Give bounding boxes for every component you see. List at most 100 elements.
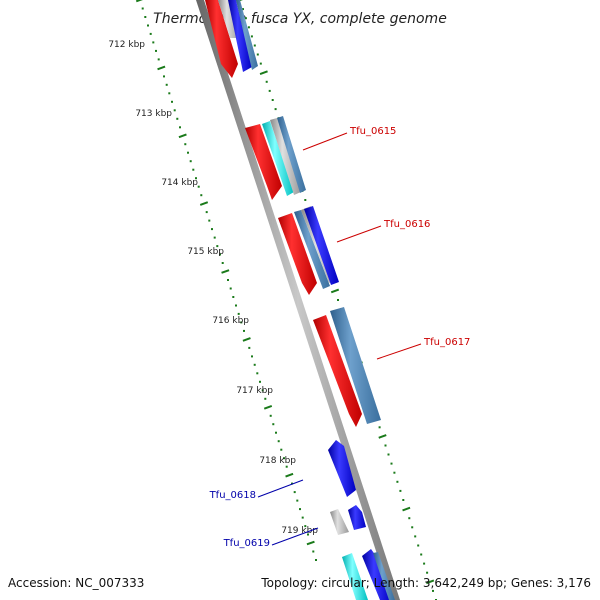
gene-label-tfu-0616[interactable]: Tfu_0616: [383, 219, 430, 230]
gene-arrow[interactable]: [328, 440, 356, 497]
major-tick: [157, 65, 166, 71]
gene-arrow[interactable]: [205, 0, 238, 78]
major-tick: [259, 70, 268, 76]
gene-arrow[interactable]: [348, 505, 366, 530]
gene-arrow[interactable]: [330, 307, 381, 424]
minor-tick: [192, 168, 195, 171]
minor-tick: [291, 482, 293, 485]
gene-arrow[interactable]: [304, 206, 339, 285]
minor-tick: [244, 17, 247, 20]
minor-tick: [296, 499, 299, 502]
gene-arrow[interactable]: [330, 509, 349, 535]
minor-tick: [173, 109, 176, 112]
minor-tick: [272, 423, 275, 426]
major-tick: [285, 472, 294, 478]
minor-tick: [299, 508, 301, 511]
tick-label: 713 kbp: [135, 109, 172, 119]
minor-tick: [420, 553, 423, 556]
minor-tick: [275, 431, 277, 434]
minor-tick: [408, 517, 411, 520]
minor-tick: [242, 8, 244, 11]
minor-tick: [304, 525, 307, 528]
gene-cluster-2: [245, 116, 306, 200]
minor-tick: [269, 414, 272, 417]
minor-tick: [414, 535, 417, 538]
minor-tick: [378, 426, 381, 429]
gene-cluster-6: [342, 549, 395, 600]
major-tick: [199, 201, 209, 206]
major-tick: [263, 404, 273, 410]
minor-tick: [256, 372, 259, 375]
tick-label: 717 kbp: [236, 386, 273, 396]
gene-arrow[interactable]: [245, 124, 282, 200]
gene-label-tfu-0617[interactable]: Tfu_0617: [423, 337, 470, 348]
minor-tick: [261, 389, 264, 392]
minor-tick: [187, 151, 189, 154]
major-tick: [221, 269, 230, 274]
gene-cluster-1: [205, 0, 258, 78]
minor-tick: [432, 589, 434, 592]
minor-tick: [184, 143, 187, 146]
minor-tick: [411, 526, 414, 529]
minor-tick: [426, 571, 429, 574]
major-tick: [178, 133, 187, 139]
gene-arrow[interactable]: [342, 553, 368, 600]
gene-arrow[interactable]: [270, 118, 301, 195]
minor-tick: [157, 58, 160, 61]
gene-label-leaders: [257, 132, 422, 546]
minor-tick: [179, 126, 181, 129]
leader-line: [336, 225, 382, 243]
minor-tick: [250, 35, 253, 38]
minor-tick: [147, 24, 149, 27]
gene-arrow[interactable]: [277, 116, 306, 193]
gene-arrow[interactable]: [294, 210, 330, 289]
gene-arrow[interactable]: [236, 0, 258, 70]
minor-tick: [171, 100, 173, 103]
minor-tick: [200, 194, 203, 197]
tick-label: 712 kbp: [108, 40, 145, 50]
minor-tick: [205, 211, 208, 214]
minor-tick: [243, 329, 245, 332]
minor-tick: [285, 465, 288, 468]
gene-arrow[interactable]: [373, 552, 395, 600]
gene-arrow[interactable]: [313, 315, 362, 427]
tick-labels: 712 kbp 713 kbp 714 kbp 715 kbp 716 kbp …: [108, 40, 318, 536]
accession-text: Accession: NC_007333: [8, 576, 144, 590]
minor-tick: [312, 550, 315, 553]
gene-label-tfu-0619[interactable]: Tfu_0619: [223, 538, 270, 549]
gene-arrow[interactable]: [262, 121, 294, 196]
tick-label: 714 kbp: [161, 178, 198, 188]
genome-backbone: [196, 0, 400, 600]
tick-label: 718 kbp: [259, 456, 296, 466]
leader-line: [376, 343, 422, 360]
major-tick: [378, 434, 387, 439]
minor-tick: [265, 80, 268, 83]
gene-arrow[interactable]: [362, 549, 392, 600]
minor-tick: [283, 457, 285, 460]
minor-tick: [176, 117, 179, 120]
minor-tick: [259, 380, 261, 383]
gene-label-tfu-0615[interactable]: Tfu_0615: [349, 126, 396, 137]
minor-tick: [163, 75, 165, 78]
leader-line: [302, 132, 348, 151]
tick-label: 716 kbp: [212, 316, 249, 326]
minor-tick: [402, 499, 405, 501]
major-tick: [135, 0, 145, 3]
major-tick: [402, 506, 411, 512]
minor-tick: [168, 92, 171, 95]
minor-tick: [399, 489, 402, 492]
minor-tick: [423, 562, 426, 565]
gene-arrow[interactable]: [278, 213, 317, 295]
minor-tick: [390, 462, 393, 465]
gene-label-tfu-0618[interactable]: Tfu_0618: [209, 490, 256, 501]
gene-cluster-4: [313, 307, 381, 427]
minor-tick: [141, 7, 144, 10]
gene-arrow[interactable]: [228, 0, 252, 72]
tick-label: 715 kbp: [187, 247, 224, 257]
gene-cluster-5: [328, 440, 366, 535]
minor-tick: [307, 533, 309, 536]
minor-tick: [195, 177, 197, 180]
minor-tick: [277, 440, 280, 443]
minor-tick: [229, 287, 232, 290]
